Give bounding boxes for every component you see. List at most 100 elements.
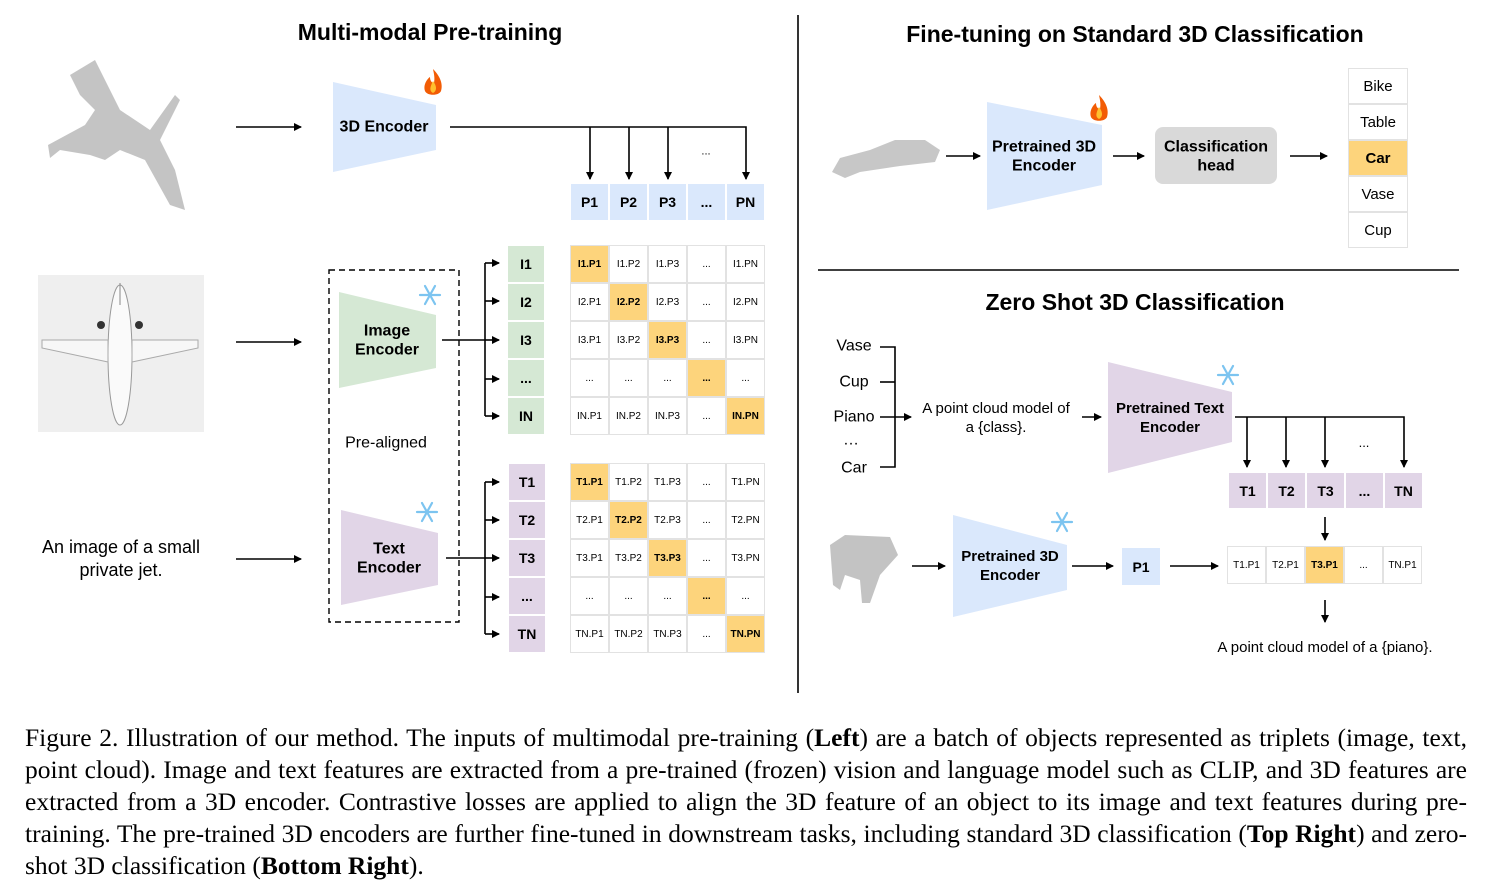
text-feature-cell: T2 — [1267, 472, 1306, 509]
score-cell: TN.P1 — [1383, 546, 1422, 584]
text-point-similarity-cell: T1.P2 — [609, 463, 648, 501]
image-point-similarity-cell: ... — [726, 359, 765, 397]
image-encoder-label: Image — [363, 322, 411, 340]
text-point-similarity-cell: ... — [687, 501, 726, 539]
classification-head-label: head — [1197, 157, 1235, 175]
class-label: … — [843, 431, 859, 449]
pretrained-3d-encoder-shape — [987, 102, 1102, 210]
text-input: private jet. — [79, 560, 163, 581]
caption-segment: ) and zero-shot 3D classification ( — [25, 819, 1467, 880]
text-feature-cell: T3 — [1306, 472, 1345, 509]
image-point-similarity-cell: ... — [609, 359, 648, 397]
point-feature-cell: P1 — [1121, 547, 1161, 586]
image-point-similarity-cell: ... — [648, 359, 687, 397]
3d-encoder-shape — [333, 82, 436, 172]
image-point-similarity-cell: IN.P3 — [648, 397, 687, 435]
image-point-similarity-cell: I1.P3 — [648, 245, 687, 283]
image-feature-cell: I1 — [507, 245, 545, 283]
classification-head-label: Classification — [1163, 138, 1269, 156]
text-point-similarity-cell: ... — [609, 577, 648, 615]
text-point-similarity-cell: ... — [687, 615, 726, 653]
text-point-similarity-cell: T2.PN — [726, 501, 765, 539]
image-point-similarity-cell: ... — [687, 321, 726, 359]
point-feature-cell: ... — [687, 183, 726, 221]
pretrained-3d-encoder-label: Pretrained 3D — [991, 138, 1097, 156]
class-label: Piano — [833, 408, 875, 426]
pretrained-3d-encoder-label: Encoder — [1011, 157, 1077, 175]
image-encoder-shape — [339, 292, 436, 388]
text-feature-cell: ... — [1345, 472, 1384, 509]
class-label: Vase — [836, 337, 872, 355]
prompt-template: a {class}. — [965, 419, 1027, 436]
class-option: Bike — [1348, 68, 1408, 104]
class-label: Car — [841, 459, 867, 477]
point-feature-cell: P3 — [648, 183, 687, 221]
pretrained-text-encoder-label: Pretrained Text — [1115, 400, 1225, 417]
point-feature-cell: P1 — [570, 183, 609, 221]
snowflake-icon — [418, 284, 442, 306]
text-input: An image of a small — [41, 537, 201, 558]
snowflake-icon — [1216, 364, 1240, 386]
image-point-similarity-cell: I2.P3 — [648, 283, 687, 321]
zero-shot-3d-encoder-label: Encoder — [979, 567, 1041, 584]
zero-shot-result: A point cloud model of a {piano}. — [1217, 639, 1433, 656]
text-feature-cell: T1 — [1228, 472, 1267, 509]
score-cell: ... — [1344, 546, 1383, 584]
caption-segment: Bottom Right — [260, 851, 409, 880]
image-point-similarity-cell: I3.P3 — [648, 321, 687, 359]
image-point-similarity-cell: I2.PN — [726, 283, 765, 321]
image-feature-cell: I3 — [507, 321, 545, 359]
score-cell: T1.P1 — [1227, 546, 1266, 584]
pre-aligned-label: Pre-aligned — [345, 434, 427, 452]
snowflake-icon — [1050, 511, 1074, 533]
piano-point-cloud — [830, 535, 898, 603]
pre-aligned-box — [328, 269, 460, 623]
zero-shot-3d-encoder-shape — [953, 515, 1067, 617]
score-cell: T2.P1 — [1266, 546, 1305, 584]
text-encoder-label: Text — [373, 540, 405, 558]
text-feature-cell: T3 — [508, 539, 546, 577]
image-point-similarity-cell: ... — [687, 245, 726, 283]
zero-shot-3d-encoder-label: Pretrained 3D — [961, 548, 1059, 565]
caption-segment: ) are a batch of objects represented as … — [25, 723, 1467, 848]
point-feature-cell: PN — [726, 183, 765, 221]
jet-image — [38, 275, 204, 432]
classification-head-shape — [1155, 127, 1277, 184]
text-point-similarity-cell: ... — [687, 463, 726, 501]
image-point-similarity-cell: I3.P1 — [570, 321, 609, 359]
image-point-similarity-cell: ... — [687, 397, 726, 435]
text-feature-cell: TN — [1384, 472, 1423, 509]
text-point-similarity-cell: T2.P1 — [570, 501, 609, 539]
text-point-similarity-cell: ... — [648, 577, 687, 615]
image-point-similarity-cell: I3.PN — [726, 321, 765, 359]
image-feature-cell: I2 — [507, 283, 545, 321]
text-point-similarity-cell: ... — [687, 577, 726, 615]
text-point-similarity-cell: T3.P2 — [609, 539, 648, 577]
image-point-similarity-cell: ... — [570, 359, 609, 397]
text-point-similarity-cell: ... — [687, 539, 726, 577]
text-point-similarity-cell: TN.PN — [726, 615, 765, 653]
image-point-similarity-cell: ... — [687, 359, 726, 397]
text-point-similarity-cell: T3.P1 — [570, 539, 609, 577]
text-point-similarity-cell: T2.P3 — [648, 501, 687, 539]
zero-shot-title: Zero Shot 3D Classification — [985, 289, 1285, 316]
image-point-similarity-cell: I3.P2 — [609, 321, 648, 359]
class-option: Vase — [1348, 176, 1408, 212]
caption-segment: Left — [814, 723, 860, 752]
text-point-similarity-cell: T3.P3 — [648, 539, 687, 577]
text-encoder-shape — [341, 510, 438, 605]
pretraining-title: Multi-modal Pre-training — [297, 19, 563, 46]
fine-tuning-title: Fine-tuning on Standard 3D Classificatio… — [906, 21, 1364, 48]
text-feature-cell: ... — [508, 577, 546, 615]
text-point-similarity-cell: ... — [570, 577, 609, 615]
pretrained-text-encoder-shape — [1108, 362, 1232, 473]
image-point-similarity-cell: IN.P1 — [570, 397, 609, 435]
ellipsis: ... — [701, 145, 711, 158]
car-point-cloud — [832, 140, 940, 178]
image-point-similarity-cell: I1.PN — [726, 245, 765, 283]
text-feature-cell: T1 — [508, 463, 546, 501]
fire-icon — [1090, 95, 1108, 121]
text-point-similarity-cell: TN.P3 — [648, 615, 687, 653]
image-point-similarity-cell: I2.P2 — [609, 283, 648, 321]
